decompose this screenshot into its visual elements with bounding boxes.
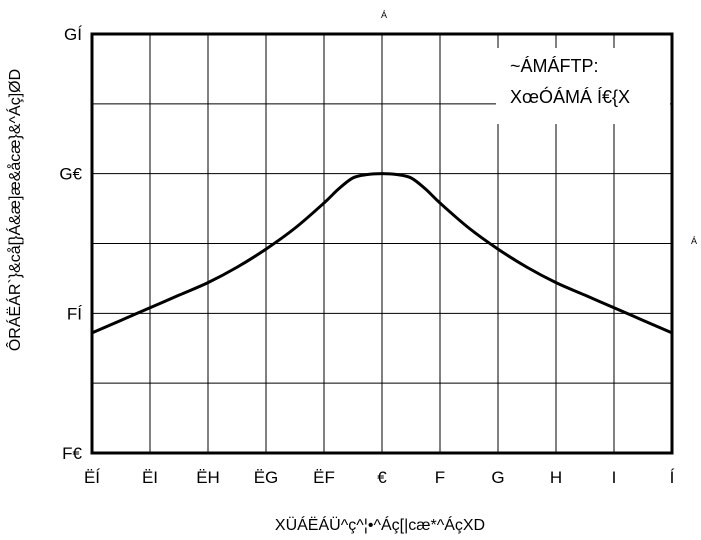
stray-mark-top: Á xyxy=(381,10,387,20)
y-tick-label: FÍ xyxy=(67,304,82,323)
x-tick-labels: ËÍ ËI ËH ËG ËF € F G H I Í xyxy=(84,468,675,487)
y-tick-labels: F€ FÍ G€ GÍ xyxy=(59,25,82,463)
x-tick-label: ËI xyxy=(142,468,158,487)
x-tick-label: ËG xyxy=(254,468,279,487)
y-tick-label: GÍ xyxy=(64,25,82,44)
x-tick-label: ËÍ xyxy=(84,468,100,487)
x-tick-label: F xyxy=(435,468,445,487)
x-tick-label: ËH xyxy=(196,468,220,487)
data-series-line xyxy=(91,172,673,335)
x-tick-label: € xyxy=(377,468,387,487)
x-axis-label: XÜÁËÁÜ^ç^¦•^Áç[|cæ*^ÁçXD xyxy=(275,515,485,534)
x-tick-label: H xyxy=(550,468,562,487)
legend-line-1: ~ÁMÁFTP: xyxy=(510,56,599,76)
y-tick-label: F€ xyxy=(62,444,82,463)
x-tick-label: ËF xyxy=(313,468,335,487)
legend-background xyxy=(496,48,670,124)
y-tick-label: G€ xyxy=(59,165,82,184)
plot-frame xyxy=(90,32,674,455)
x-tick-label: I xyxy=(612,468,617,487)
x-tick-label: G xyxy=(491,468,504,487)
stray-mark-right: Á xyxy=(691,236,697,246)
y-axis-label: ÔRÁËÁR`}&cå[}Á&æ]æ&åcæ}&^Áç]ØD xyxy=(5,69,24,351)
legend-line-2: XœÓÁMÁ Í€{X xyxy=(510,86,630,107)
legend: ~ÁMÁFTP: XœÓÁMÁ Í€{X xyxy=(496,48,670,124)
x-tick-label: Í xyxy=(670,468,675,487)
